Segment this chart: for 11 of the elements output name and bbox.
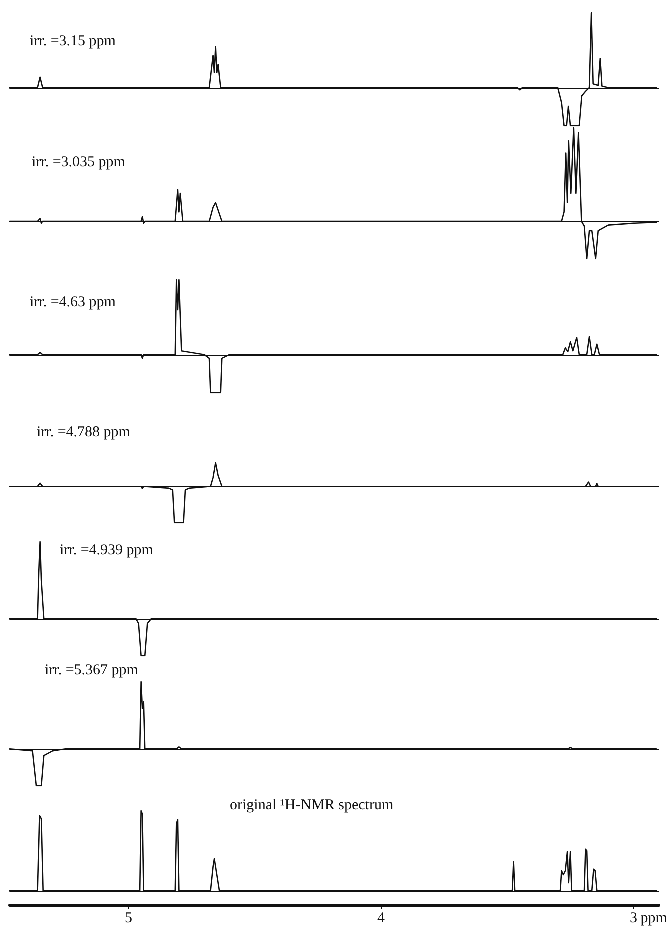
x-tick-label: 4 [377, 910, 386, 926]
text: irr. =3.15 ppm [30, 34, 116, 50]
x-axis-title: ppm [640, 910, 668, 926]
x-tick-label: 5 [124, 910, 132, 926]
chart-title: irr. =5.367 ppm [45, 662, 139, 678]
chart-title: irr. =4.788 ppm [37, 424, 131, 440]
chart-title: irr. =4.939 ppm [60, 542, 154, 558]
x-tick-label: 3 [630, 910, 638, 926]
chart-title: original ¹H-NMR spectrum [230, 798, 394, 814]
text: irr. =3.035 ppm [32, 154, 126, 170]
text: irr. =4.63 ppm [30, 294, 116, 310]
